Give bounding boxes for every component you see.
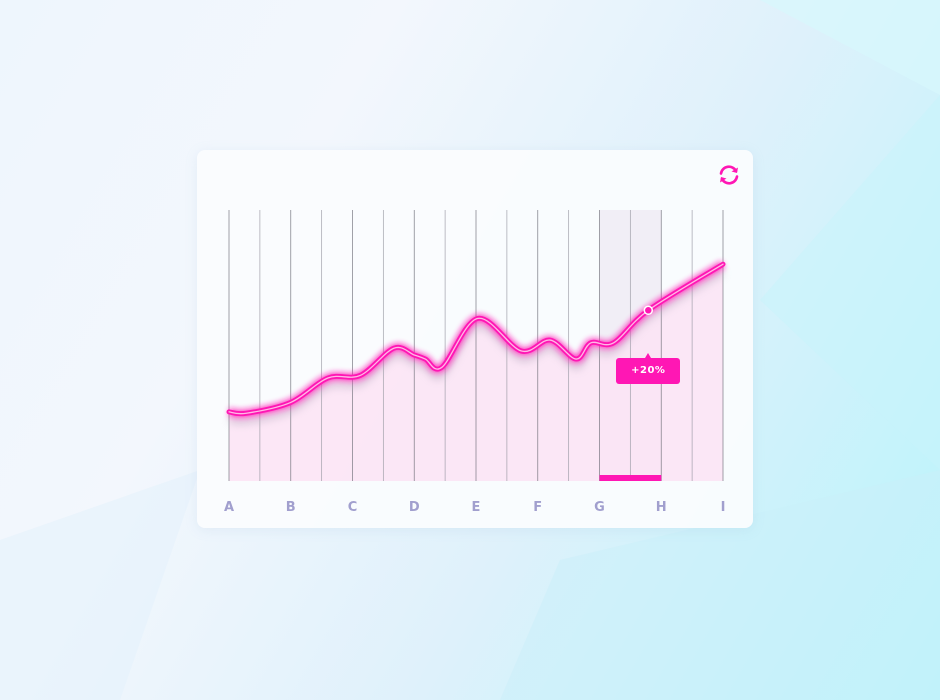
x-tick-label: A <box>224 500 234 515</box>
annotation-tooltip: +20% <box>616 353 681 385</box>
line-shadow <box>228 270 725 425</box>
x-tick-label: G <box>594 500 605 515</box>
highlight-marker-bar <box>599 475 662 481</box>
x-tick-label: E <box>472 500 481 515</box>
x-tick-label: C <box>348 500 358 515</box>
refresh-icon <box>719 165 739 185</box>
annotation-point <box>643 305 654 316</box>
x-tick-label: H <box>656 500 667 515</box>
series-line-highlight <box>228 263 724 415</box>
x-tick-label: D <box>409 500 420 515</box>
refresh-button[interactable] <box>717 163 741 187</box>
x-tick-label: F <box>533 500 542 515</box>
x-tick-label: I <box>721 500 726 515</box>
x-tick-label: B <box>286 500 296 515</box>
